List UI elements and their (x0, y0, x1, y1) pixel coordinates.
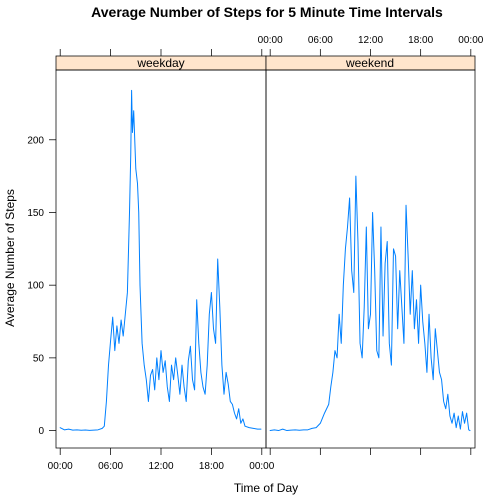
x-tick-label-bottom-p0-12: 12:00 (148, 461, 173, 472)
y-tick-label-100: 100 (27, 281, 44, 292)
x-tick-label-top-p1-0: 00:00 (258, 35, 283, 46)
y-tick-label-150: 150 (27, 208, 44, 219)
x-tick-label-top-p1-12: 12:00 (358, 35, 383, 46)
x-tick-label-bottom-p0-6: 06:00 (98, 461, 123, 472)
x-tick-label-bottom-p0-18: 18:00 (199, 461, 224, 472)
x-tick-label-bottom-p0-0: 00:00 (48, 461, 73, 472)
series-line-weekday (59, 89, 262, 431)
series-line-weekend (269, 175, 471, 432)
panels-group: weekday weekend 0 50 100 150 200 00:00 06:00 1… (27, 35, 483, 472)
y-axis-ticks: 0 50 100 150 200 (27, 135, 56, 437)
x-axis-label: Time of Day (234, 481, 298, 495)
y-tick-label-200: 200 (27, 135, 44, 146)
x-tick-label-top-p1-18: 18:00 (408, 35, 433, 46)
x-axis-ticks-bottom-right (269, 448, 472, 455)
y-axis-label: Average Number of Steps (3, 189, 17, 327)
y-tick-label-0: 0 (38, 426, 44, 437)
panel-strip-label-weekday: weekday (136, 56, 184, 70)
x-axis-ticks-top-left (59, 49, 263, 56)
x-tick-label-top-p1-24: 00:00 (458, 35, 483, 46)
x-axis-ticks-top-right: 00:00 06:00 12:00 18:00 00:00 (258, 35, 484, 56)
x-axis-ticks-bottom-left: 00:00 06:00 12:00 18:00 00:00 (48, 448, 275, 472)
panel-strip-label-weekend: weekend (345, 56, 394, 70)
x-tick-label-bottom-p0-24: 00:00 (249, 461, 274, 472)
chart-title: Average Number of Steps for 5 Minute Tim… (91, 4, 443, 20)
x-tick-label-top-p1-6: 06:00 (308, 35, 333, 46)
y-tick-label-50: 50 (33, 353, 45, 364)
